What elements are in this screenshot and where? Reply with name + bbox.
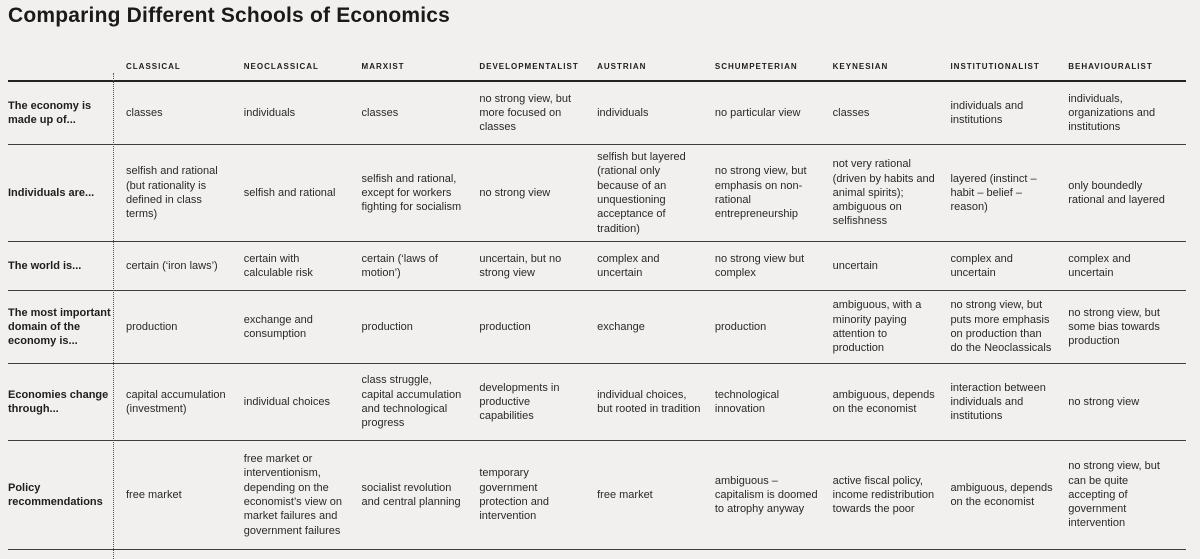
table-cell: layered (instinct – habit – belief – rea… [950, 145, 1069, 242]
table-cell: not very rational (driven by habits and … [832, 145, 951, 242]
table-cell: no strong view [479, 145, 598, 242]
table-cell: free market [126, 441, 244, 550]
column-header-neoclassical: Neoclassical [243, 0, 362, 82]
table-cell: free market [597, 441, 715, 550]
table-cell: complex and uncertain [597, 242, 715, 291]
column-header-classical: Classical [126, 0, 244, 82]
table-cell: temporary government protection and inte… [479, 441, 598, 550]
table-cell: individuals and institutions [950, 82, 1069, 145]
table-cell: classes [361, 82, 480, 145]
column-header-schumpeterian: Schumpeterian [714, 0, 833, 82]
table-cell: no particular view [714, 82, 833, 145]
row-label: The world is... [8, 242, 126, 291]
table-cell: exchange and consumption [243, 291, 362, 364]
table-cell: no strong view, but more focused on clas… [479, 82, 598, 145]
table-cell: individual choices [243, 364, 362, 441]
table-cell: uncertain, but no strong view [479, 242, 598, 291]
table-cell: selfish but layered (rational only becau… [597, 145, 715, 242]
table-cell: no strong view but complex [714, 242, 833, 291]
row-label: Economies change through... [8, 364, 126, 441]
table-cell: selfish and rational [243, 145, 362, 242]
page-title: Comparing Different Schools of Economics [8, 4, 451, 27]
table-cell: certain (‘iron laws’) [126, 242, 244, 291]
table-cell: no strong view, but some bias towards pr… [1068, 291, 1186, 364]
column-header-keynesian: Keynesian [832, 0, 951, 82]
table-cell: no strong view [1068, 364, 1186, 441]
table-cell: individuals [243, 82, 362, 145]
column-header-developmentalist: Developmentalist [479, 0, 598, 82]
table-cell: active fiscal policy, income redistribut… [832, 441, 951, 550]
table-cell: exchange [597, 291, 715, 364]
table-cell: class struggle, capital accumulation and… [361, 364, 480, 441]
column-header-marxist: Marxist [361, 0, 480, 82]
table-cell: ambiguous, depends on the economist [950, 441, 1069, 550]
table-cell: production [361, 291, 480, 364]
table-cell: no strong view, but emphasis on non-rati… [714, 145, 833, 242]
dotted-column-separator [113, 73, 114, 559]
table-cell: individuals [597, 82, 715, 145]
table-cell: developments in productive capabilities [479, 364, 598, 441]
table-corner-cell [8, 0, 126, 82]
table-cell: complex and uncertain [1068, 242, 1186, 291]
column-header-behaviouralist: Behaviouralist [1068, 0, 1186, 82]
table-cell: individual choices, but rooted in tradit… [597, 364, 715, 441]
table-cell: ambiguous – capitalism is doomed to atro… [714, 441, 833, 550]
table-cell: no strong view, but puts more emphasis o… [950, 291, 1069, 364]
table-cell: certain (‘laws of motion’) [361, 242, 480, 291]
row-label: The most important domain of the economy… [8, 291, 126, 364]
table-cell: ambiguous, with a minority paying attent… [832, 291, 951, 364]
column-header-austrian: Austrian [597, 0, 715, 82]
column-header-institutionalist: Institutionalist [950, 0, 1069, 82]
table-cell: technological innovation [714, 364, 833, 441]
table-cell: classes [832, 82, 951, 145]
table-cell: interaction between individuals and inst… [950, 364, 1069, 441]
table-cell: free market or interventionism, dependin… [243, 441, 362, 550]
table-cell: production [714, 291, 833, 364]
table-cell: complex and uncertain [950, 242, 1069, 291]
table-cell: individuals, organizations and instituti… [1068, 82, 1186, 145]
table-cell: ambiguous, depends on the economist [832, 364, 951, 441]
table-cell: only boundedly rational and layered [1068, 145, 1186, 242]
table-cell: no strong view, but can be quite accepti… [1068, 441, 1186, 550]
row-label: Individuals are... [8, 145, 126, 242]
table-cell: production [126, 291, 244, 364]
row-label: The economy is made up of... [8, 82, 126, 145]
econ-table: Classical Neoclassical Marxist Developmenta… [8, 0, 1186, 550]
table-cell: uncertain [832, 242, 951, 291]
table-cell: capital accumulation (investment) [126, 364, 244, 441]
row-label: Policy recommendations [8, 441, 126, 550]
table-cell: selfish and rational, except for workers… [361, 145, 480, 242]
table-cell: socialist revolution and central plannin… [361, 441, 480, 550]
table-cell: certain with calculable risk [243, 242, 362, 291]
table-cell: selfish and rational (but rationality is… [126, 145, 244, 242]
table-cell: production [479, 291, 598, 364]
table-cell: classes [126, 82, 244, 145]
